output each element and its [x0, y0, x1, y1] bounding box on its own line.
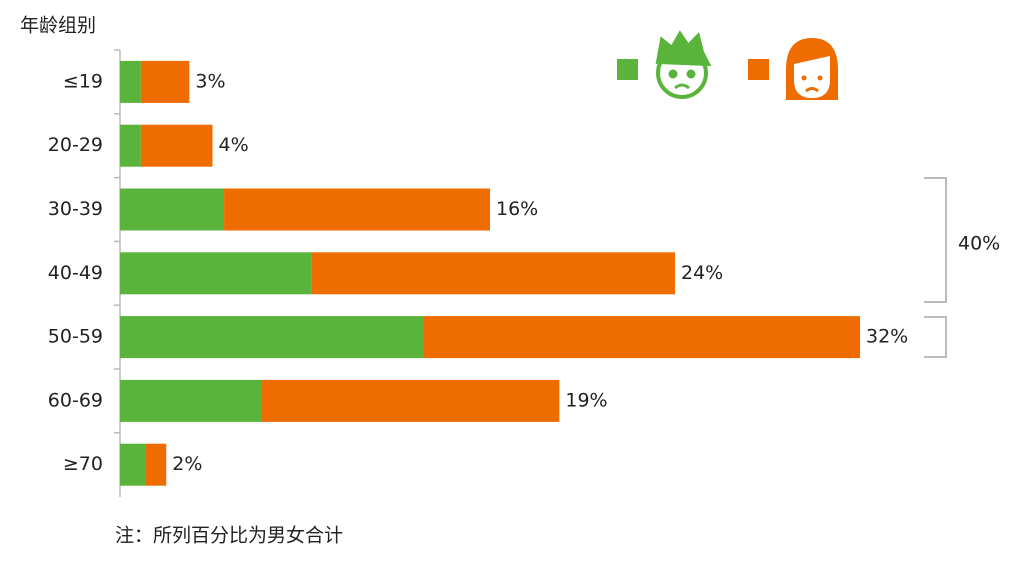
legend-swatch	[748, 59, 769, 80]
data-label: 3%	[195, 70, 225, 92]
bar-segment	[120, 60, 141, 103]
bar-segment	[120, 252, 312, 295]
data-label: 24%	[681, 262, 723, 284]
girl-icon	[786, 38, 838, 100]
bracket	[924, 316, 947, 358]
data-label: 2%	[172, 453, 202, 475]
bracket	[924, 177, 947, 303]
y-tick-label: ≥70	[63, 453, 103, 475]
data-label: 4%	[219, 134, 249, 156]
footnote: 注：所列百分比为男女合计	[115, 525, 343, 547]
bar-segment	[140, 60, 190, 103]
y-tick-label: 40-49	[48, 262, 103, 284]
y-tick-label: 20-29	[48, 134, 103, 156]
bar-segment	[422, 316, 860, 359]
legend	[617, 30, 838, 100]
bar-segment	[120, 124, 141, 167]
bar-segment	[145, 443, 167, 486]
data-label: 32%	[866, 326, 908, 348]
bar-segment	[120, 188, 225, 231]
y-tick-label: 50-59	[48, 326, 103, 348]
boy-icon	[655, 30, 712, 99]
data-label: 19%	[565, 389, 607, 411]
bar-segment	[120, 316, 423, 359]
y-tick-label: ≤19	[63, 70, 103, 92]
bar-segment	[140, 124, 213, 167]
chart-title: 年龄组别	[20, 15, 96, 37]
annotation: 40%	[958, 233, 1000, 255]
bar-segment	[224, 188, 490, 231]
bar-segment	[261, 379, 560, 422]
legend-swatch	[617, 59, 638, 80]
bar-segment	[311, 252, 675, 295]
bar-segment	[120, 379, 262, 422]
bar-segment	[120, 443, 146, 486]
y-tick-label: 30-39	[48, 198, 103, 220]
data-label: 16%	[496, 198, 538, 220]
y-tick-label: 60-69	[48, 389, 103, 411]
